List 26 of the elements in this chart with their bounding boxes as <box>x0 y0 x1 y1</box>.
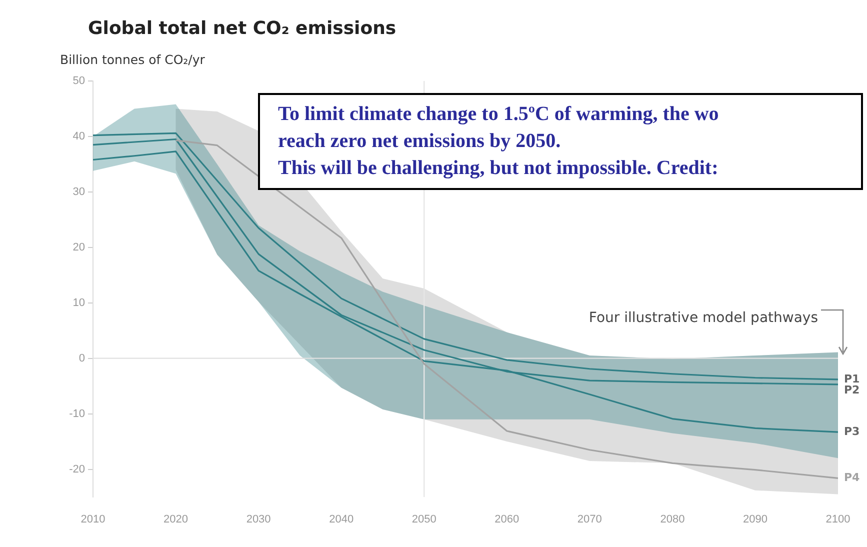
x-tick-label: 2040 <box>329 514 354 526</box>
x-tick-label: 2060 <box>494 514 520 526</box>
x-tick-label: 2030 <box>246 514 271 526</box>
series-label: P1 <box>844 372 860 386</box>
series-label: P3 <box>844 424 860 438</box>
annotation: Four illustrative model pathways <box>588 310 818 326</box>
series-label: P4 <box>844 471 860 484</box>
y-tick-label: 0 <box>78 352 85 364</box>
x-tick-label: 2100 <box>826 514 850 526</box>
series-label: P2 <box>844 383 860 396</box>
x-tick-label: 2090 <box>742 514 768 526</box>
x-tick-label: 2020 <box>164 514 188 526</box>
y-tick-label: 50 <box>72 75 85 88</box>
y-tick-label: 40 <box>72 130 85 142</box>
text-box: To limit climate change to 1.5ºC of warming, the wo reach zero net emissions by 2050. This will be challenging, but not impossible. Credit: <box>258 93 863 190</box>
y-tick-label: 20 <box>72 241 85 254</box>
x-tick-label: 2050 <box>412 514 436 526</box>
y-tick-label: 30 <box>72 186 85 198</box>
y-axis-title: Billion tonnes of CO₂/yr <box>60 52 205 67</box>
y-tick-label: -10 <box>69 408 85 420</box>
x-tick-label: 2080 <box>660 514 685 526</box>
x-tick-label: 2010 <box>80 514 106 526</box>
x-tick-label: 2070 <box>577 514 602 526</box>
y-tick-label: 10 <box>72 296 85 309</box>
y-tick-label: -20 <box>69 463 85 476</box>
chart-title: Global total net CO₂ emissions <box>88 18 396 39</box>
